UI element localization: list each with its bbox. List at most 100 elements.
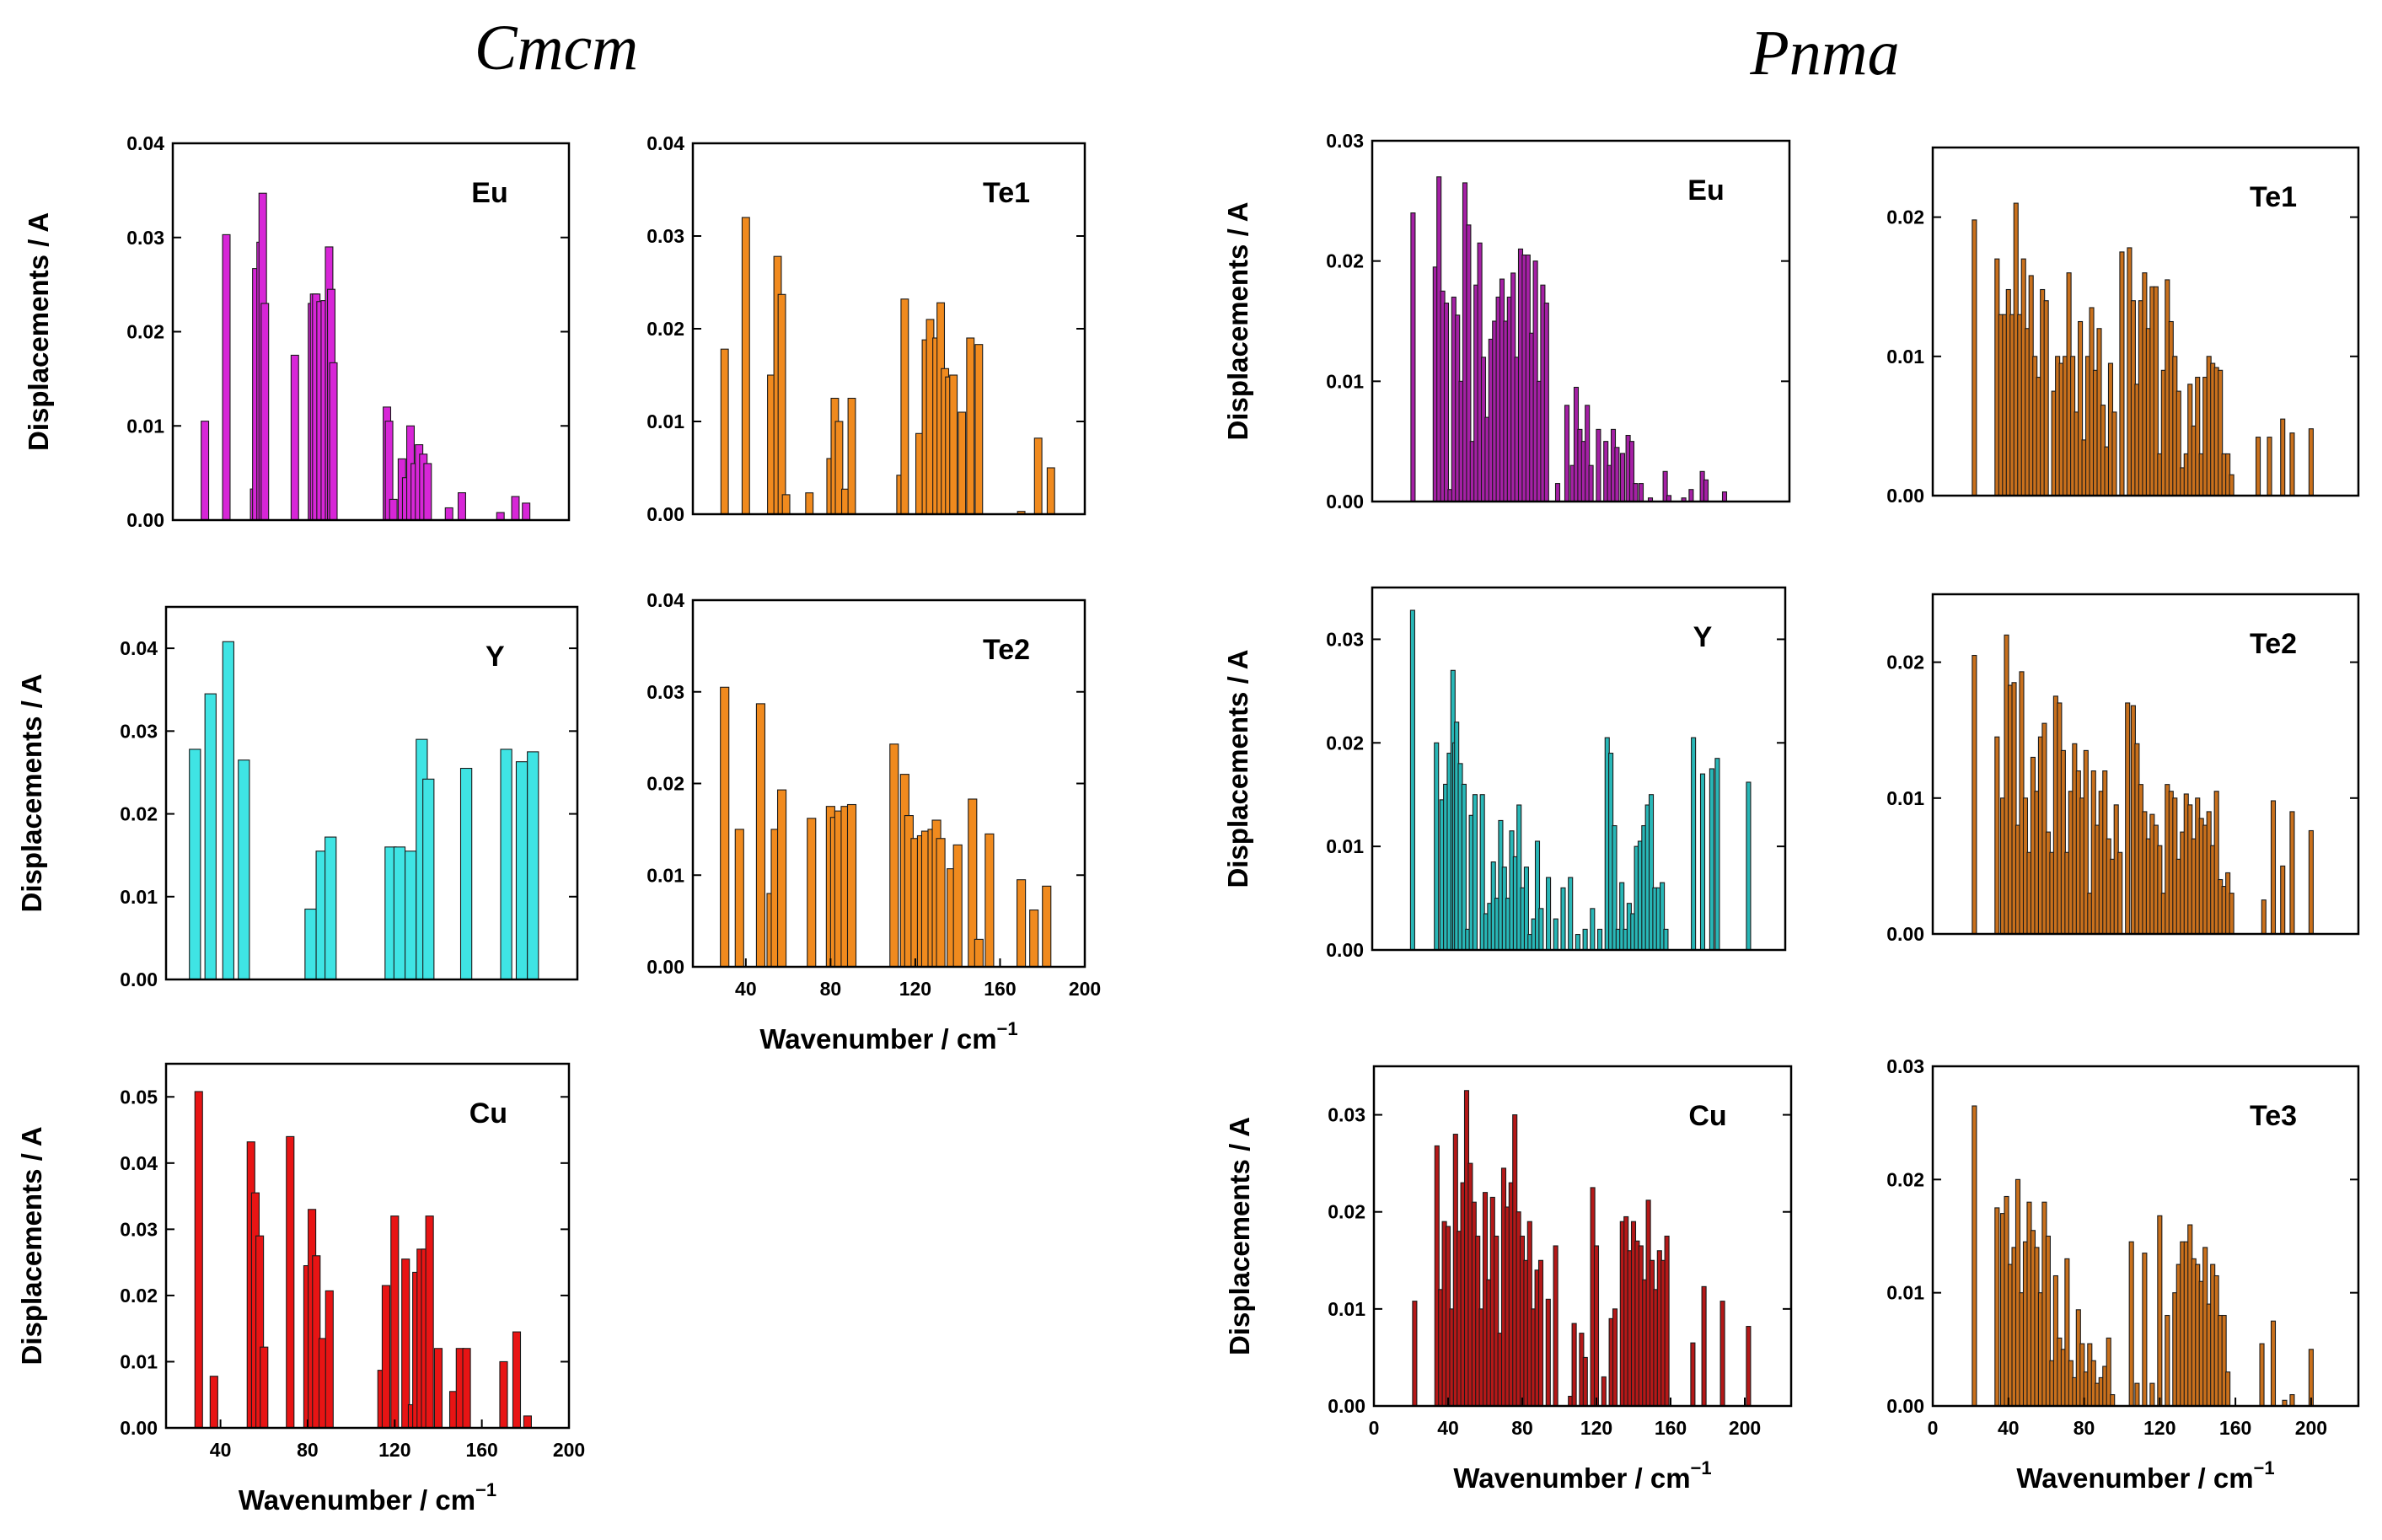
cmcm-te2-bar-0 — [720, 686, 730, 968]
pnma-te3-panel-label: Te3 — [2250, 1100, 2297, 1132]
cmcm-y-bar-0 — [189, 749, 201, 980]
pnma-eu-bars — [1410, 176, 1728, 502]
pnma-y-frame — [1371, 586, 1787, 952]
cmcm-cu-xtick-label-4: 200 — [553, 1439, 585, 1461]
pnma-te1-frame — [1931, 146, 2360, 497]
pnma-cu-xtick-label-4: 160 — [1655, 1417, 1687, 1439]
pnma-te3-bar-31 — [2110, 1394, 2116, 1407]
cmcm-te2-panel-label: Te2 — [983, 634, 1030, 666]
pnma-cu-xtick-label-5: 200 — [1729, 1417, 1761, 1439]
cmcm-te2-bar-12 — [889, 743, 899, 968]
cmcm-te1-ytick-label-0: 0.00 — [646, 503, 684, 525]
pnma-te2-bar-63 — [2270, 800, 2277, 935]
cmcm-cu-xtick-label-0: 40 — [210, 1439, 232, 1461]
pnma-cu-bar-33 — [1571, 1323, 1577, 1407]
cmcm-te2-bar-22 — [952, 844, 963, 968]
cmcm-cu-bar-25 — [499, 1360, 508, 1429]
pnma-te3-bar-37 — [2165, 1314, 2170, 1407]
cmcm-cu-bar-20 — [425, 1215, 434, 1429]
cmcm-y-ytick-label-2: 0.02 — [120, 803, 158, 825]
panel-pnma-cu: 0.00 0.01 0.02 0.03 0 40 80 120 160 200 Cu Displace… — [1224, 1065, 1793, 1494]
pnma-cu-panel-label: Cu — [1688, 1100, 1726, 1132]
cmcm-te2-xlabel-exponent: −1 — [997, 1018, 1018, 1039]
cmcm-cu-bar-24 — [462, 1348, 471, 1429]
pnma-te1-bar-14 — [2043, 300, 2049, 496]
pnma-eu-ytick-label-1: 0.01 — [1326, 370, 1364, 392]
cmcm-eu-bar-28 — [496, 512, 505, 521]
cmcm-cu-ytick-label-3: 0.03 — [120, 1218, 158, 1240]
pnma-te3-bar-1 — [1994, 1207, 2000, 1407]
pnma-cu-frame — [1372, 1065, 1793, 1408]
cmcm-y-ylabel: Displacements / A — [16, 673, 47, 912]
cmcm-te2-ytick-label-3: 0.03 — [646, 681, 684, 703]
cmcm-te1-ytick-label-4: 0.04 — [646, 132, 684, 154]
pnma-te3-bar-57 — [2308, 1349, 2314, 1407]
cmcm-eu-ytick-label-4: 0.04 — [126, 132, 164, 154]
cmcm-te1-bar-21 — [949, 374, 958, 515]
cmcm-te1-bar-26 — [1033, 437, 1043, 515]
cmcm-te2-bars — [720, 686, 1052, 968]
cmcm-te1-ytick-label-2: 0.02 — [646, 318, 684, 340]
cmcm-te2-xtick-label-2: 120 — [899, 978, 931, 1000]
cmcm-y-ytick-label-3: 0.03 — [120, 720, 158, 742]
cmcm-te2-xtick-label-3: 160 — [984, 978, 1016, 1000]
cmcm-te2-bar-2 — [755, 703, 766, 968]
pnma-te3-frame — [1931, 1065, 2360, 1408]
cmcm-te1-bar-0 — [720, 348, 729, 515]
cmcm-cu-bar-13 — [381, 1285, 391, 1429]
cmcm-eu-ytick-label-3: 0.03 — [126, 227, 164, 249]
cmcm-te2-bar-26 — [1017, 879, 1027, 968]
cmcm-cu-bar-21 — [433, 1348, 443, 1429]
pnma-cu-bar-37 — [1593, 1245, 1600, 1407]
pnma-y-bar-59 — [1746, 781, 1752, 951]
pnma-eu-bar-32 — [1554, 483, 1561, 502]
pnma-te1-panel-label: Te1 — [2250, 181, 2297, 213]
pnma-y-ytick-label-3: 0.03 — [1326, 628, 1364, 650]
cmcm-te1-bar-23 — [966, 337, 975, 515]
pnma-y-bar-1 — [1434, 742, 1440, 951]
cmcm-eu-bar-26 — [444, 507, 453, 521]
cmcm-cu-ytick-label-2: 0.02 — [120, 1285, 158, 1307]
cmcm-te2-xlabel: Wavenumber / cm−1 — [759, 1018, 1017, 1054]
pnma-te2-bar-0 — [1972, 654, 1977, 935]
pnma-eu-bar-49 — [1638, 483, 1644, 502]
cmcm-te1-bars — [720, 217, 1055, 515]
pnma-cu-xlabel-exponent: −1 — [1691, 1457, 1712, 1478]
cmcm-eu-ylabel: Displacements / A — [23, 212, 54, 451]
pnma-eu-frame — [1371, 139, 1791, 503]
pnma-cu-ytick-label-2: 0.02 — [1328, 1201, 1365, 1223]
cmcm-y-bar-11 — [422, 778, 435, 980]
pnma-te3-bar-36 — [2157, 1215, 2163, 1407]
pnma-te2-ytick-label-0: 0.00 — [1886, 923, 1924, 945]
pnma-cu-bar-30 — [1545, 1298, 1551, 1407]
pnma-y-bar-0 — [1409, 609, 1415, 951]
cmcm-cu-frame — [164, 1062, 571, 1430]
cmcm-eu-bar-29 — [511, 496, 520, 521]
cmcm-cu-bar-26 — [512, 1331, 522, 1429]
pnma-te3-xtick-label-2: 80 — [2074, 1417, 2095, 1439]
pnma-eu-bar-33 — [1564, 405, 1570, 502]
pnma-eu-panel-label: Eu — [1687, 174, 1724, 207]
cmcm-eu-bar-7 — [290, 354, 299, 521]
pnma-te3-bar-35 — [2149, 1382, 2155, 1407]
pnma-y-bar-9 — [1461, 783, 1467, 951]
cmcm-y-panel-label: Y — [486, 641, 505, 673]
pnma-cu-bars — [1412, 1090, 1752, 1407]
cmcm-cu-xtick-label-1: 80 — [297, 1439, 319, 1461]
pnma-te1-bar-31 — [2111, 411, 2117, 496]
cmcm-te1-bar-24 — [974, 344, 984, 515]
pnma-y-ytick-label-0: 0.00 — [1326, 939, 1364, 961]
cmcm-y-bar-13 — [500, 749, 512, 980]
pnma-y-bar-36 — [1590, 908, 1596, 951]
cmcm-y-ytick-label-4: 0.04 — [120, 637, 158, 659]
cmcm-y-bar-6 — [325, 836, 337, 980]
cmcm-eu-bar-0 — [201, 421, 210, 521]
cmcm-te2-bar-20 — [936, 838, 946, 968]
pnma-y-bar-32 — [1560, 887, 1566, 951]
pnma-y-bar-57 — [1709, 768, 1714, 951]
pnma-te3-xtick-label-4: 160 — [2219, 1417, 2251, 1439]
cmcm-eu-bar-27 — [457, 492, 466, 521]
cmcm-y-bar-9 — [405, 850, 417, 980]
pnma-eu-bar-39 — [1588, 464, 1594, 502]
pnma-y-bar-56 — [1699, 773, 1706, 951]
